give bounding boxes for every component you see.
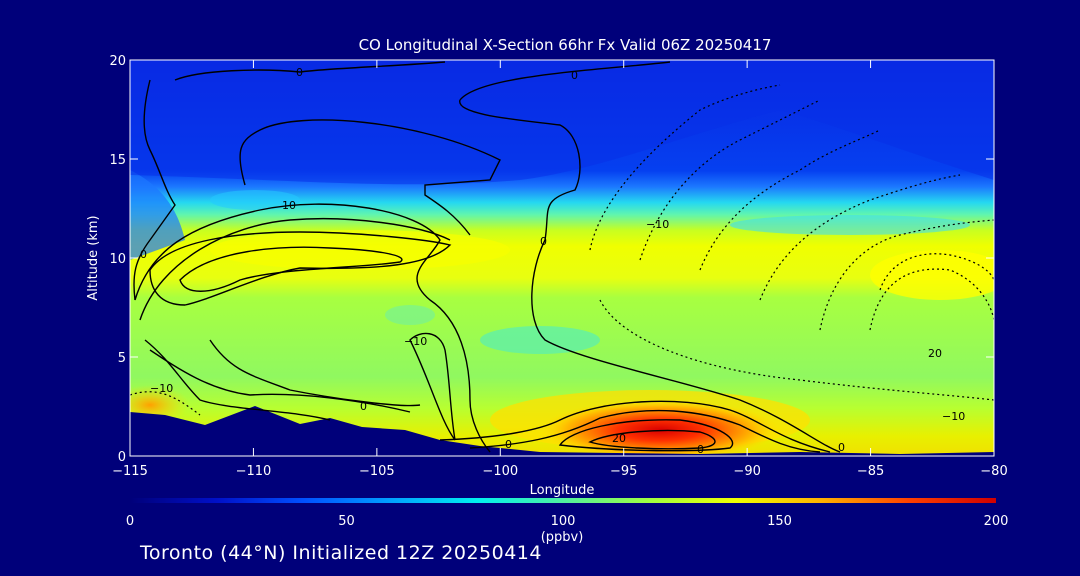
mid-pocket-center <box>480 326 600 354</box>
x-axis-label: Longitude <box>530 483 595 498</box>
contour-10-upper <box>239 119 501 236</box>
colorbar <box>130 498 996 503</box>
colorbar-ticks: 0 50 100 150 200 <box>126 514 1009 529</box>
y-tick-label: 10 <box>109 252 126 267</box>
x-tick-label: −115 <box>112 464 148 479</box>
colorbar-tick-label: 150 <box>767 514 792 529</box>
contour-label: 0 <box>140 248 147 261</box>
contour-label: 0 <box>838 441 845 454</box>
contour-loop-minus10 <box>409 332 456 441</box>
contour-label: −10 <box>942 410 965 423</box>
contour-label: 20 <box>928 347 942 360</box>
y-axis-label: Altitude (km) <box>86 215 101 300</box>
location-label: Toronto (44°N) Initialized 12Z 20250414 <box>140 542 542 564</box>
x-tick-label: −95 <box>610 464 637 479</box>
cyan-pocket-left <box>210 190 300 210</box>
x-tick-label: −100 <box>482 464 518 479</box>
colorbar-unit-label: (ppbv) <box>541 530 584 545</box>
contour-upper-right <box>459 99 841 453</box>
contour-surface-core-outer <box>558 419 734 452</box>
contour-upper-center <box>459 61 671 101</box>
contour-0-upper <box>174 61 446 81</box>
contour-label: 20 <box>612 432 626 445</box>
terrain <box>130 406 994 456</box>
cyan-pocket-right <box>730 215 970 235</box>
chart-title: CO Longitudinal X-Section 66hr Fx Valid … <box>359 36 772 54</box>
y-tick-label: 15 <box>109 153 126 168</box>
x-tick-label: −110 <box>236 464 272 479</box>
contour-low-level-a <box>439 400 831 453</box>
contour-label: 0 <box>540 235 547 248</box>
x-tick-label: −90 <box>733 464 760 479</box>
solid-contours <box>133 61 841 453</box>
x-axis: −115 −110 −105 −100 −95 −90 −85 −80 <box>112 60 1008 479</box>
contour-label: 10 <box>282 199 296 212</box>
dotted-contours <box>130 84 994 416</box>
plot-area <box>130 60 994 456</box>
contour-plume-center <box>179 246 403 292</box>
x-tick-label: −80 <box>980 464 1007 479</box>
contour-mid-left-b <box>149 349 411 413</box>
contour-label: 0 <box>697 443 704 456</box>
contour-plume-outer <box>134 203 491 453</box>
dotted-contour-d <box>759 174 961 301</box>
contour-label: −10 <box>404 335 427 348</box>
mid-pocket-left <box>385 305 435 325</box>
contour-label: 0 <box>296 66 303 79</box>
upper-blue-intrusion <box>130 170 185 260</box>
contour-mid-left-c <box>209 339 421 407</box>
dotted-contour-c <box>699 129 881 271</box>
contour-label: 0 <box>360 400 367 413</box>
y-axis: 0 5 10 15 20 <box>109 54 994 465</box>
colorbar-tick-label: 0 <box>126 514 134 529</box>
dotted-contour-h <box>599 299 994 401</box>
contour-label: 0 <box>505 438 512 451</box>
dotted-contour-e <box>819 219 994 331</box>
colorbar-tick-label: 100 <box>551 514 576 529</box>
colorbar-tick-label: 200 <box>984 514 1009 529</box>
surface-maximum <box>540 400 780 456</box>
y-tick-label: 5 <box>118 351 126 366</box>
contour-plume-inner <box>139 218 451 321</box>
dotted-contour-b <box>639 99 821 261</box>
y-tick-label: 20 <box>109 54 126 69</box>
contour-label: −10 <box>150 382 173 395</box>
x-tick-label: −105 <box>359 464 395 479</box>
dotted-contour-f <box>879 253 994 291</box>
contour-0-upper-left <box>133 79 176 301</box>
x-tick-label: −85 <box>857 464 884 479</box>
contour-plume-core <box>149 231 452 306</box>
contour-low-level-b <box>469 409 821 453</box>
contour-labels: 0 0 10 0 −10 −10 −10 0 0 0 20 20 −10 0 0 <box>140 66 965 456</box>
contour-label: 0 <box>571 69 578 82</box>
upper-dark-blue-region <box>130 60 994 185</box>
contour-surface-core-inner <box>588 429 716 450</box>
y-tick-label: 0 <box>118 450 126 465</box>
contour-label: −10 <box>646 218 669 231</box>
colorbar-tick-label: 50 <box>338 514 355 529</box>
